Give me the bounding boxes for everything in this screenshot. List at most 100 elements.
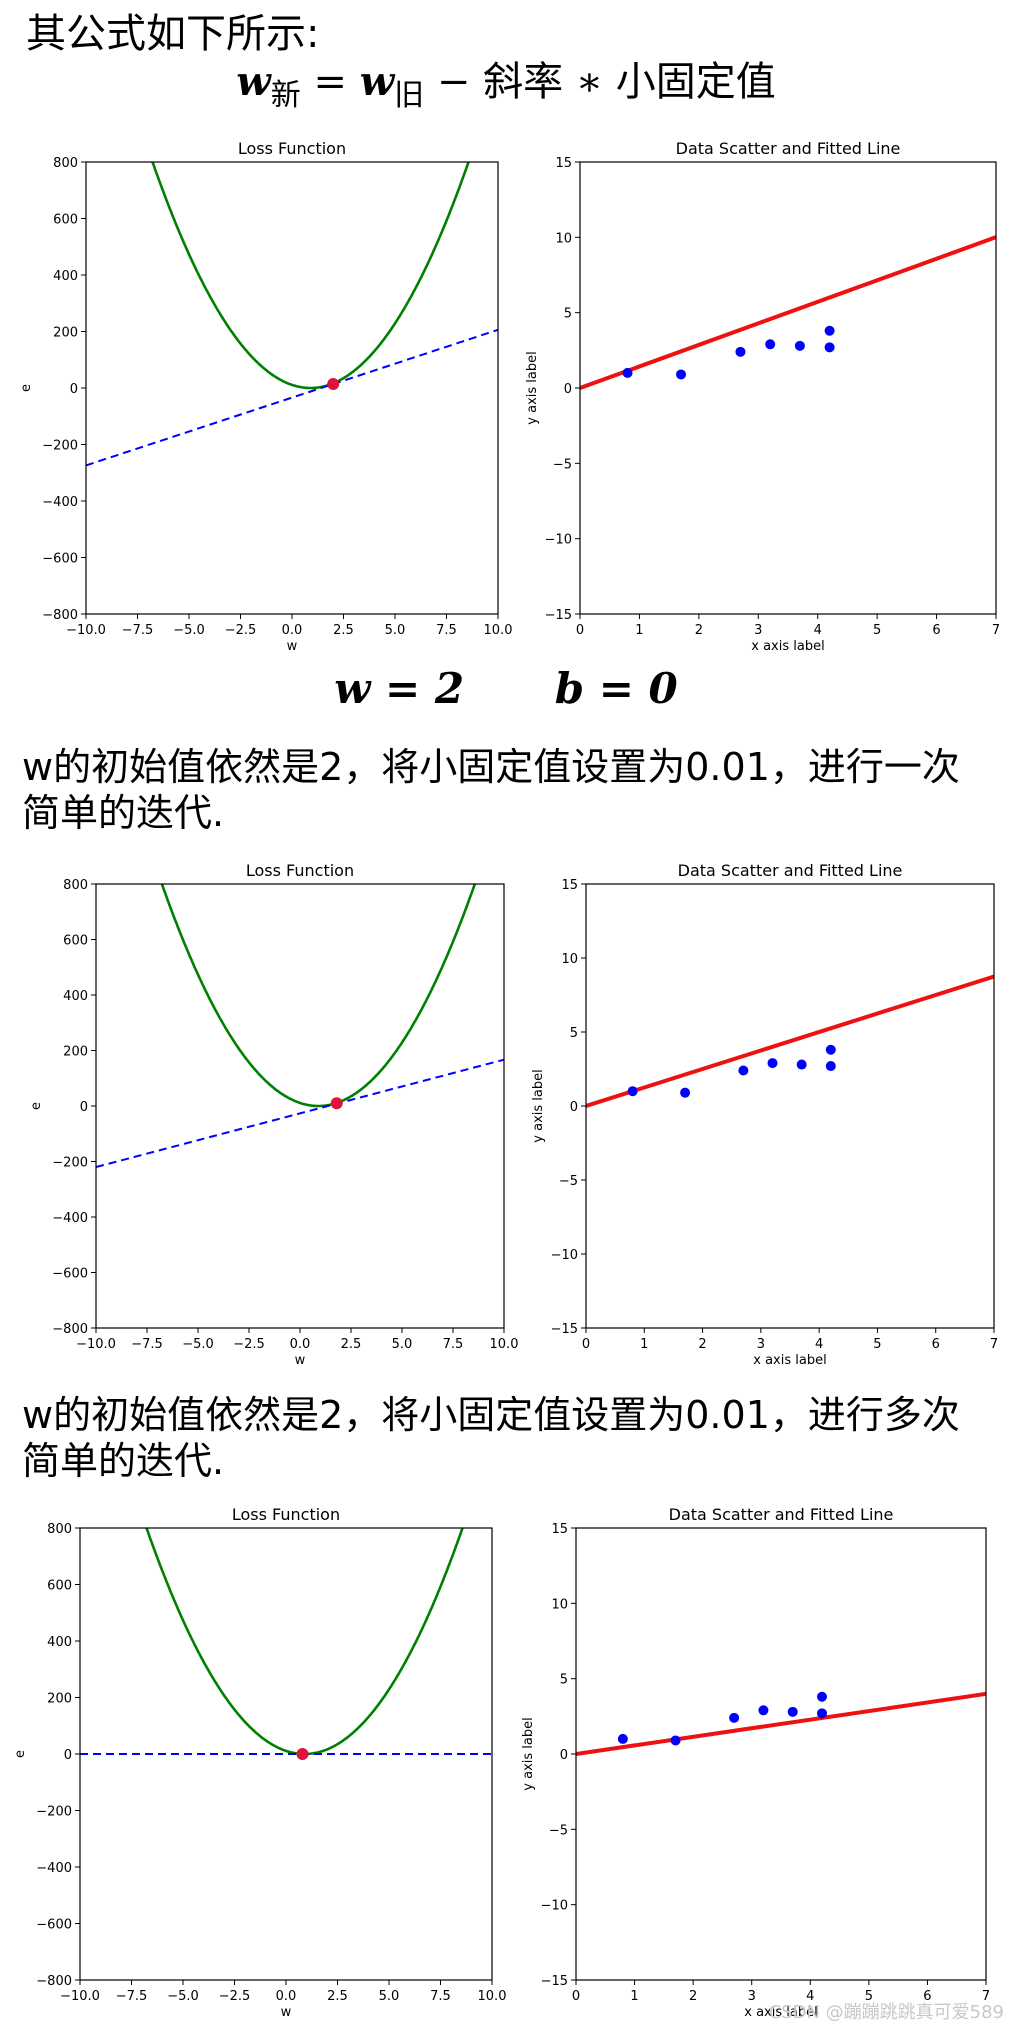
plot-frame xyxy=(85,161,499,615)
y-tick-label: 200 xyxy=(63,1045,88,1060)
y-axis-label: e xyxy=(29,1102,44,1110)
scatter-point xyxy=(824,325,835,336)
plot-frame xyxy=(95,883,505,1329)
loss-curve xyxy=(145,1528,464,1756)
plot-area xyxy=(96,884,504,1169)
x-axis-label: w xyxy=(295,1353,306,1368)
x-tick-label: −5.0 xyxy=(173,623,205,638)
formula-minus: − xyxy=(436,59,471,105)
scatter-point xyxy=(622,367,633,378)
y-tick-label: 800 xyxy=(47,1522,72,1537)
y-tick-label: −10 xyxy=(541,1899,568,1914)
y-tick-label: −5 xyxy=(553,457,572,472)
fitted-line xyxy=(586,974,994,1108)
y-tick-label: 0 xyxy=(560,1748,568,1763)
x-tick-label: 7.5 xyxy=(430,1989,451,2004)
chart-title: Data Scatter and Fitted Line xyxy=(678,861,903,880)
y-tick-label: 0 xyxy=(64,1748,72,1763)
y-axis-label: e xyxy=(13,1750,28,1758)
plot-area xyxy=(586,974,994,1108)
x-tick-label: −2.5 xyxy=(219,1989,251,2004)
y-axis-label: y axis label xyxy=(525,351,540,424)
current-w-point xyxy=(296,1748,309,1760)
x-tick-label: 6 xyxy=(932,1337,940,1352)
formula-times: ∗ xyxy=(575,59,603,105)
tangent-line xyxy=(86,328,498,467)
x-tick-label: 10.0 xyxy=(490,1337,519,1352)
y-tick-label: 5 xyxy=(564,307,572,322)
param-w: w = 2 xyxy=(334,664,465,713)
x-tick-label: 0.0 xyxy=(276,1989,297,2004)
y-tick-label: 400 xyxy=(47,1635,72,1650)
heading: 其公式如下所示: xyxy=(26,11,320,57)
y-tick-label: −10 xyxy=(551,1248,578,1263)
x-tick-label: 2 xyxy=(695,623,703,638)
y-tick-label: −200 xyxy=(42,439,78,454)
x-axis-label: x axis label xyxy=(753,1353,826,1368)
y-tick-label: 800 xyxy=(53,156,78,171)
y-tick-label: 0 xyxy=(70,382,78,397)
x-tick-label: 0.0 xyxy=(290,1337,311,1352)
x-tick-label: 3 xyxy=(754,623,762,638)
y-tick-label: −15 xyxy=(545,608,572,623)
params-line: w = 2 b = 0 xyxy=(0,664,1012,713)
x-tick-label: −2.5 xyxy=(233,1337,265,1352)
y-tick-label: 800 xyxy=(63,878,88,893)
x-tick-label: 2 xyxy=(698,1337,706,1352)
scatter-point xyxy=(729,1712,740,1723)
x-tick-label: 5 xyxy=(873,1337,881,1352)
paragraph-one-iteration: w的初始值依然是2，将小固定值设置为0.01，进行一次简单的迭代. xyxy=(22,745,960,835)
current-w-point xyxy=(330,1097,343,1110)
x-tick-label: 4 xyxy=(806,1989,814,2004)
plot-frame xyxy=(79,1527,493,1981)
scatter-point xyxy=(617,1733,628,1744)
y-tick-label: −200 xyxy=(36,1805,72,1820)
scatter-point xyxy=(817,1708,827,1719)
x-tick-label: 4 xyxy=(814,623,822,638)
x-tick-label: −5.0 xyxy=(167,1989,199,2004)
x-tick-label: −10.0 xyxy=(60,1989,100,2004)
formula-old-subscript: 旧 xyxy=(394,78,425,113)
y-tick-label: 15 xyxy=(555,156,572,171)
loss-chart-2: Loss Function −10.0 −7.5 −5.0 −2.5 0.0 2.5 5.0 7… xyxy=(29,861,519,1368)
x-tick-label: 3 xyxy=(757,1337,765,1352)
fitted-line xyxy=(580,235,996,390)
scatter-chart-3: Data Scatter and Fitted Line 0 1 2 3 4 5 6 7 −15 −… xyxy=(521,1505,990,2020)
y-axis-label: y axis label xyxy=(521,1717,536,1790)
x-tick-label: −2.5 xyxy=(225,623,257,638)
x-axis-label: w xyxy=(281,2005,292,2020)
y-tick-label: −400 xyxy=(52,1211,88,1226)
scatter-chart-1: Data Scatter and Fitted Line 0 1 2 3 4 5 6 7 −15 −… xyxy=(525,139,1000,654)
scatter-point xyxy=(824,342,835,353)
y-tick-label: 10 xyxy=(561,952,578,967)
x-tick-label: −10.0 xyxy=(76,1337,116,1352)
x-tick-label: 5.0 xyxy=(379,1989,400,2004)
x-tick-label: 7 xyxy=(982,1989,990,2004)
watermark: CSDN @蹦蹦跳跳真可爱589 xyxy=(768,2002,1004,2023)
chart-title: Data Scatter and Fitted Line xyxy=(676,139,901,158)
plot-frame xyxy=(575,1527,987,1981)
x-axis-label: x axis label xyxy=(751,639,824,654)
x-tick-label: 2.5 xyxy=(333,623,354,638)
y-tick-label: 0 xyxy=(564,382,572,397)
x-tick-label: 7.5 xyxy=(443,1337,464,1352)
scatter-chart-2: Data Scatter and Fitted Line 0 1 2 3 4 5 6 7 −15 −… xyxy=(531,861,998,1368)
x-tick-label: 3 xyxy=(748,1989,756,2004)
x-tick-label: 1 xyxy=(640,1337,648,1352)
x-tick-label: 0.0 xyxy=(282,623,303,638)
y-tick-label: 400 xyxy=(53,269,78,284)
x-tick-label: 5.0 xyxy=(392,1337,413,1352)
x-tick-label: −7.5 xyxy=(131,1337,163,1352)
scatter-point xyxy=(787,1706,798,1717)
y-tick-label: 10 xyxy=(555,231,572,246)
chart-title: Data Scatter and Fitted Line xyxy=(669,1505,894,1524)
y-tick-label: −15 xyxy=(541,1974,568,1989)
y-tick-label: −600 xyxy=(52,1267,88,1282)
x-tick-label: 10.0 xyxy=(484,623,513,638)
chart-title: Loss Function xyxy=(238,139,346,158)
y-tick-label: 5 xyxy=(560,1673,568,1688)
y-tick-label: 600 xyxy=(53,213,78,228)
x-tick-label: 7.5 xyxy=(436,623,457,638)
fitted-line xyxy=(576,1691,986,1756)
x-tick-label: 10.0 xyxy=(478,1989,507,2004)
